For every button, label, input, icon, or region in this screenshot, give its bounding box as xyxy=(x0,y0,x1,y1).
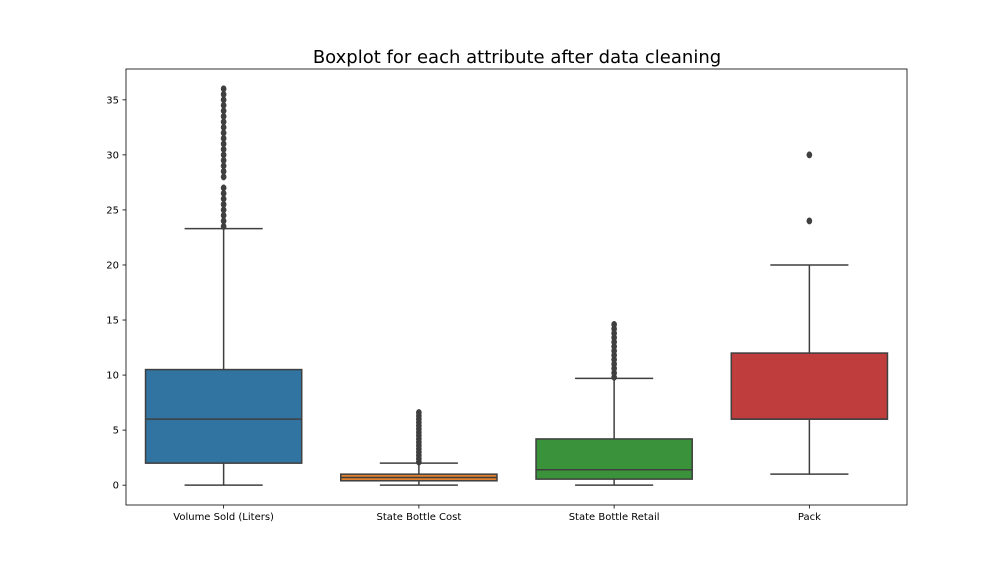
outlier-point xyxy=(220,184,227,192)
iqr-box xyxy=(144,368,303,464)
box-group-1 xyxy=(144,85,303,486)
x-tick-label: Pack xyxy=(798,512,821,523)
box-group-3 xyxy=(535,320,693,486)
iqr-box xyxy=(535,438,693,480)
y-tick-label: 20 xyxy=(106,260,119,271)
x-tick-label: State Bottle Cost xyxy=(376,512,461,523)
y-tick-label: 15 xyxy=(106,316,119,327)
chart-title: Boxplot for each attribute after data cl… xyxy=(313,47,721,68)
plot-area xyxy=(144,85,889,486)
outlier-point xyxy=(416,409,422,416)
x-tick-label: Volume Sold (Liters) xyxy=(173,512,274,523)
y-axis: 0 5 10 15 20 25 30 35 xyxy=(106,95,126,492)
y-tick-label: 0 xyxy=(113,481,119,492)
y-tick-label: 30 xyxy=(106,150,119,161)
x-axis: Volume Sold (Liters) State Bottle Cost Sta… xyxy=(173,505,821,523)
plot-frame xyxy=(125,68,908,506)
outlier-point xyxy=(611,320,617,328)
y-tick-label: 10 xyxy=(106,371,119,382)
outlier-point xyxy=(806,217,813,225)
iqr-box xyxy=(730,352,889,420)
y-tick-label: 25 xyxy=(106,205,119,216)
box-group-4 xyxy=(730,151,889,475)
outlier-point xyxy=(806,151,813,159)
box-group-2 xyxy=(340,409,498,486)
outlier-point xyxy=(220,85,227,93)
y-tick-label: 5 xyxy=(113,426,119,437)
x-tick-label: State Bottle Retail xyxy=(569,512,660,523)
y-tick-label: 35 xyxy=(106,95,119,106)
